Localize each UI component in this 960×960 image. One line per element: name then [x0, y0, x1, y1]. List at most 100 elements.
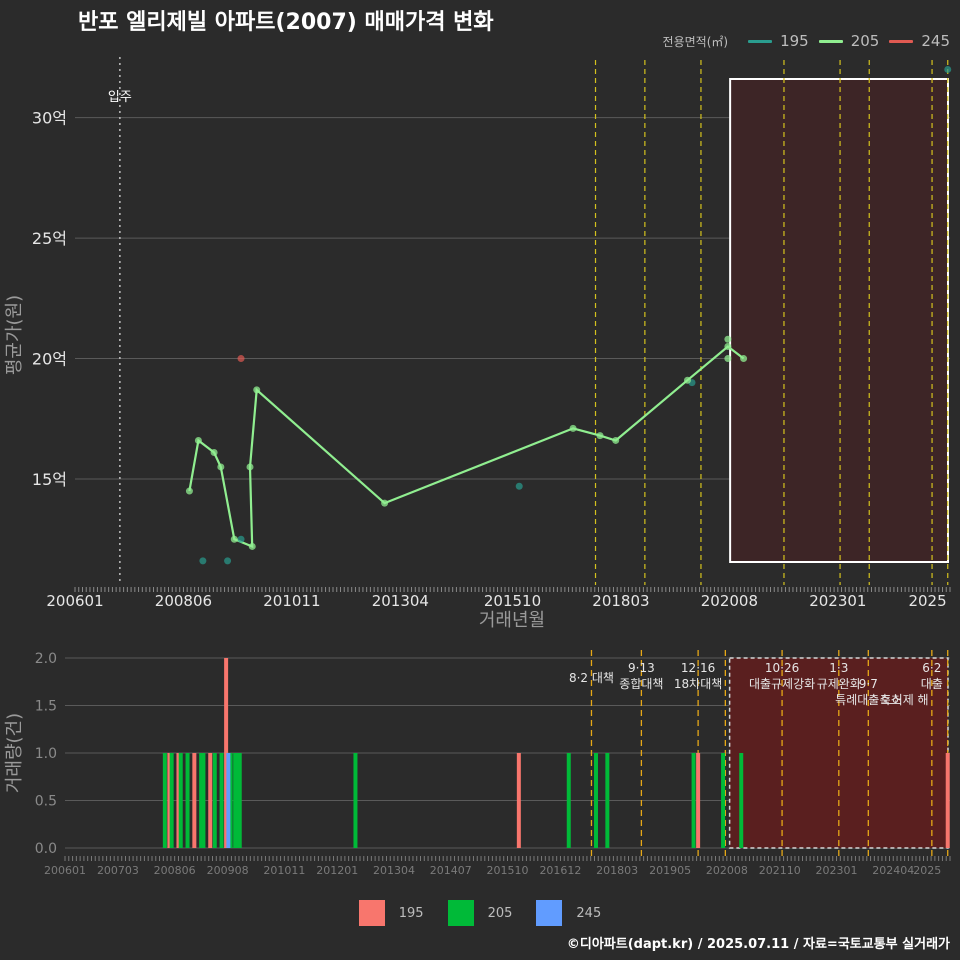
volume-x-tick-label: 201304	[373, 864, 415, 877]
price-point-205	[194, 436, 202, 444]
volume-x-tick-label: 201201	[316, 864, 358, 877]
volume-x-tick-label: 202301	[816, 864, 858, 877]
volume-bar-205	[691, 753, 696, 848]
price-shaded-rect	[729, 78, 950, 563]
volume-legend-item-205: 205	[447, 900, 512, 926]
volume-legend: 195 205 245	[0, 900, 960, 926]
volume-bar-195	[167, 753, 172, 848]
price-x-axis-title: 거래년월	[479, 610, 545, 631]
volume-x-tick-label: 201905	[649, 864, 691, 877]
volume-legend-label-245: 245	[576, 905, 602, 921]
volume-legend-swatch-205	[447, 900, 474, 926]
volume-bar-205	[185, 753, 190, 848]
price-y-tick-label: 15억	[32, 470, 67, 489]
volume-bar-195	[696, 753, 701, 848]
price-x-tick-label: 201304	[372, 592, 429, 610]
volume-bar-205	[594, 753, 598, 848]
legend-item-195: 195	[748, 32, 809, 50]
policy-label: 6·2	[922, 661, 941, 675]
volume-bar-195	[176, 753, 181, 848]
volume-y-tick-label: 0.0	[35, 841, 57, 857]
volume-bar-205	[721, 753, 726, 848]
legend-item-245: 245	[889, 32, 950, 50]
policy-label: 1·3	[829, 661, 848, 675]
source-credit: ©디아파트(dapt.kr) / 2025.07.11 / 자료=국토교통부 실…	[566, 937, 950, 952]
price-shaded-region	[729, 78, 950, 563]
price-x-tick-label: 200601	[46, 592, 103, 610]
price-point-195	[944, 65, 952, 73]
volume-bar-205	[605, 753, 610, 848]
policy-label: 특례대출축소	[835, 693, 901, 707]
policy-label: 종합대책	[619, 676, 663, 691]
policy-label: 18차대책	[674, 676, 722, 691]
policy-label: 9·13	[628, 661, 655, 675]
price-x-tick-label: 2025	[908, 592, 946, 610]
price-point-195	[199, 557, 207, 565]
volume-legend-item-195: 195	[358, 900, 424, 926]
price-point-205	[230, 535, 238, 543]
legend-swatch-245	[889, 39, 914, 43]
volume-y-axis-title: 거래량(건)	[4, 713, 25, 793]
volume-legend-label-195: 195	[398, 905, 424, 921]
volume-bar-205	[739, 753, 744, 848]
volume-bar-205	[235, 753, 240, 848]
volume-bar-205	[237, 753, 242, 848]
price-point-205	[253, 386, 261, 394]
price-y-tick-label: 25억	[32, 229, 67, 248]
volume-x-tick-label: 201612	[539, 864, 581, 877]
volume-x-tick-label: 202008	[706, 864, 748, 877]
price-point-205	[185, 487, 193, 495]
price-x-tick-label: 201011	[263, 592, 320, 610]
price-point-195	[224, 557, 232, 565]
volume-x-tick-label: 201510	[487, 864, 529, 877]
volume-bar-195	[224, 658, 229, 848]
volume-x-tick-label: 201407	[430, 864, 472, 877]
policy-label: 규제완화	[817, 677, 861, 691]
price-point-205	[740, 355, 748, 363]
price-point-205	[596, 432, 604, 440]
volume-legend-swatch-245	[536, 900, 563, 926]
volume-x-tick-label: 200806	[154, 864, 196, 877]
price-x-tick-label: 202008	[701, 592, 758, 610]
price-y-tick-label: 20억	[32, 350, 67, 369]
price-point-195	[515, 482, 523, 490]
price-x-tick-label: 202301	[809, 592, 866, 610]
policy-label: 대출규제강화	[749, 677, 815, 691]
price-point-195	[237, 535, 245, 543]
price-points-group	[185, 65, 952, 565]
price-point-205	[724, 343, 732, 350]
volume-y-axis: 0.0 0.5 1.0 1.5 2.0	[35, 651, 57, 857]
volume-y-tick-label: 1.5	[35, 699, 57, 715]
volume-bar-205	[169, 753, 174, 848]
price-panel: 200601 200806 201011 201304 201510 201803 2020…	[4, 57, 952, 631]
move-in-label: 입주	[108, 90, 132, 105]
volume-bar-245	[226, 753, 231, 848]
volume-y-tick-label: 2.0	[35, 651, 57, 667]
volume-bar-205	[162, 753, 167, 848]
volume-x-tick-label: 200908	[207, 864, 249, 877]
price-y-axis: 15억 20억 25억 30억	[32, 109, 67, 489]
price-y-tick-label: 30억	[32, 109, 67, 128]
legend-label-245: 245	[921, 32, 950, 50]
volume-legend-item-245: 245	[536, 900, 601, 926]
chart-title: 반포 엘리제빌 아파트(2007) 매매가격 변화	[78, 10, 494, 35]
price-point-205	[724, 335, 732, 343]
volume-bars-group	[162, 658, 950, 848]
price-y-axis-title: 평균가(원)	[4, 295, 25, 375]
volume-y-tick-label: 1.0	[35, 746, 57, 762]
legend-label-195: 195	[780, 32, 809, 50]
price-series-group	[188, 345, 745, 549]
policy-label: 토허제 해	[881, 693, 929, 707]
volume-y-tick-label: 0.5	[35, 794, 57, 810]
volume-bar-195	[516, 753, 521, 848]
volume-x-tick-label: 201803	[596, 864, 638, 877]
volume-bar-195	[192, 753, 197, 848]
price-point-205	[381, 499, 389, 507]
volume-x-axis: 200601 200703 200806 200908 201011 201201 2013…	[44, 856, 951, 877]
policy-label: 10·26	[765, 661, 799, 675]
volume-bar-205	[228, 753, 233, 848]
policy-label: 9·7	[859, 677, 878, 691]
volume-x-tick-label: 200601	[44, 864, 86, 877]
